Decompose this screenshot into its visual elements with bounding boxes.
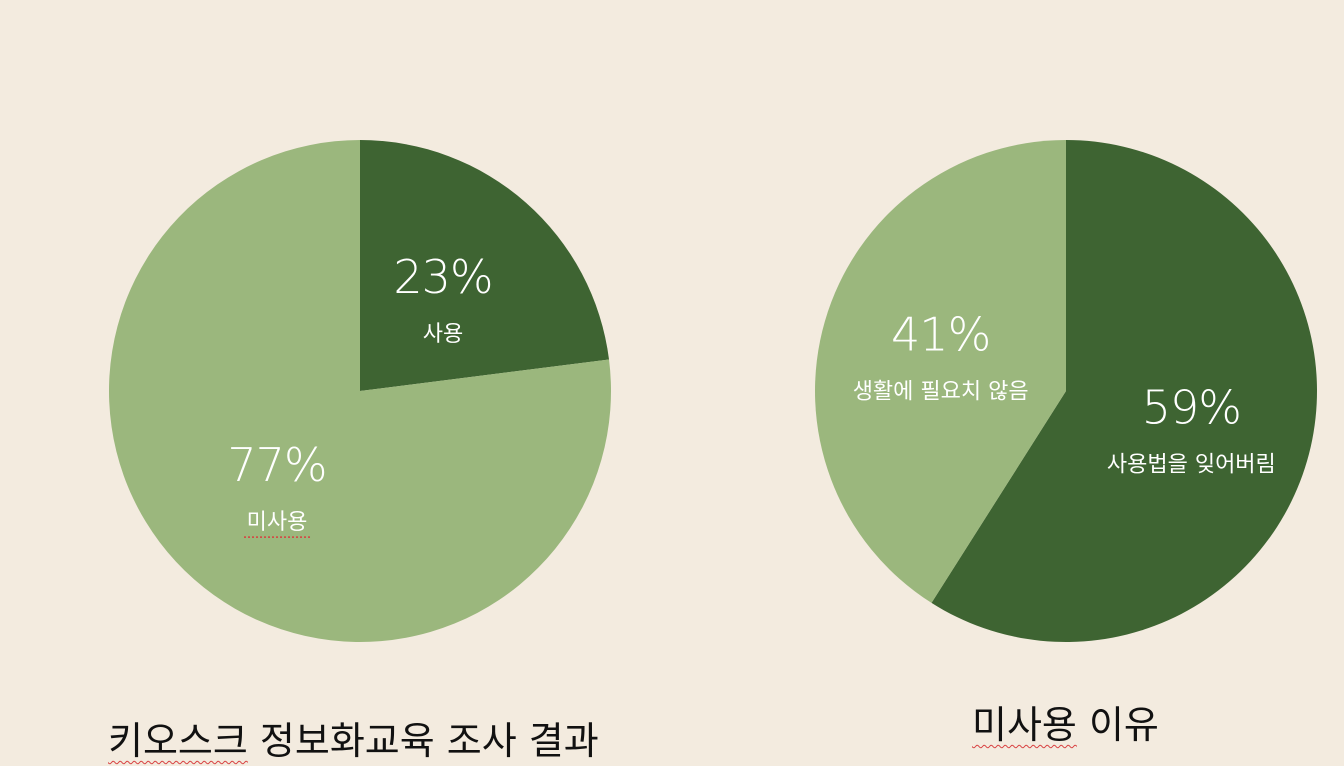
pie-slice-1-1 xyxy=(360,140,610,391)
slice-category-label: 미사용 xyxy=(247,510,308,535)
slice-percent-label: 59% xyxy=(1142,380,1241,434)
title-rest-reasons: 이유 xyxy=(1076,703,1159,747)
title-word-nonuse: 미사용 xyxy=(972,703,1077,747)
slice-percent-label: 23% xyxy=(393,250,492,304)
chart-title-nonuse-reasons: 미사용 이유 xyxy=(972,706,1159,744)
pie-chart-kiosk-usage: 23% 사용 77% 미사용 xyxy=(109,140,612,642)
slice-percent-label: 41% xyxy=(891,308,990,362)
pie-slice-2-1 xyxy=(931,140,1318,642)
chart-title-kiosk-survey: 키오스크 정보화교육 조사 결과 xyxy=(108,722,599,760)
pie-chart-nonuse-reasons: 59% 사용법을 잊어버림 41% 생활에 필요치 않음 xyxy=(815,140,1318,642)
slice-category-label: 사용법을 잊어버림 xyxy=(1107,452,1276,477)
title-word-kiosk: 키오스크 xyxy=(108,719,248,763)
title-rest: 정보화교육 조사 결과 xyxy=(247,719,599,763)
slice-category-label: 사용 xyxy=(423,322,463,347)
pie-slice-1-2 xyxy=(109,140,612,642)
slice-category-label: 생활에 필요치 않음 xyxy=(853,380,1029,405)
slice-percent-label: 77% xyxy=(227,438,326,492)
pie-slice-2-2 xyxy=(815,140,1066,603)
